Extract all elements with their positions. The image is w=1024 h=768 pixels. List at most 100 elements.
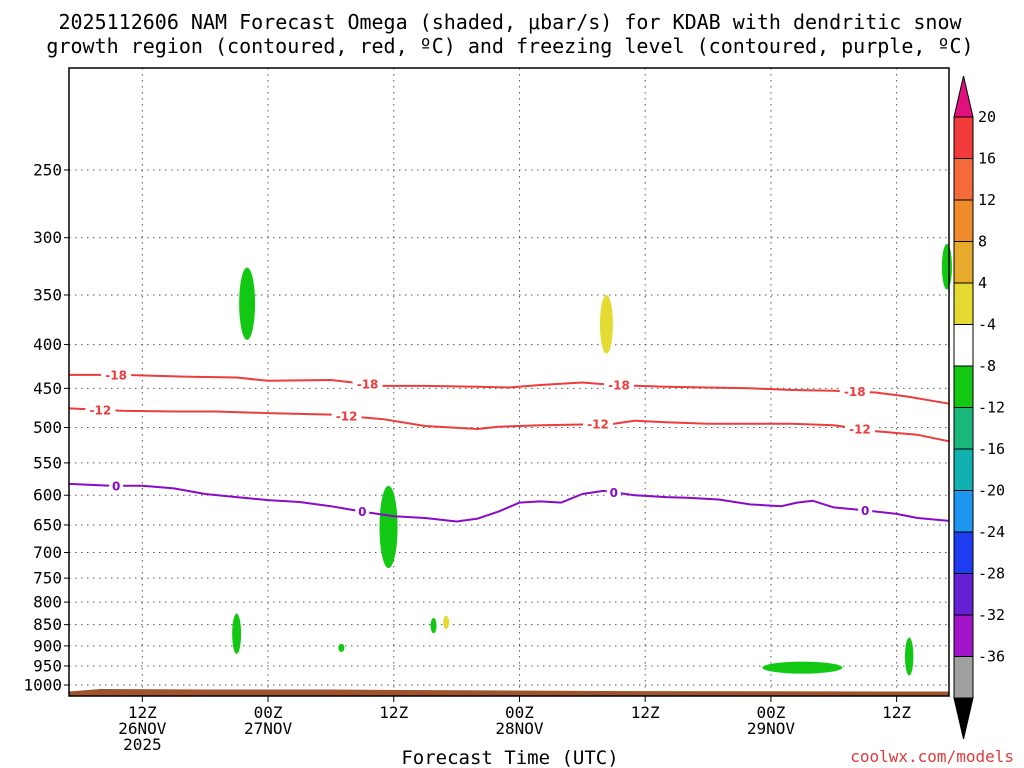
contour-label: -12: [336, 410, 358, 424]
contour-label-background: [604, 378, 634, 393]
colorbar-swatch: [953, 490, 974, 533]
omega-shaded-region: [232, 613, 242, 655]
colorbar-label: -28: [978, 565, 1005, 583]
y-tick-label: 700: [33, 543, 62, 562]
y-tick-label: 550: [33, 453, 62, 472]
x-tick-label: 29NOV: [747, 719, 796, 738]
colorbar-swatch: [953, 116, 974, 159]
colorbar-bottom-arrow: [953, 697, 974, 740]
omega-shaded-region: [239, 267, 256, 340]
contour-label-background: [352, 377, 383, 392]
y-axis: 250 300 350 400 450 500 550 600 650 700 750 800 850 9…: [23, 160, 69, 695]
colorbar-label: -24: [978, 523, 1005, 541]
colorbar-swatch: [953, 614, 974, 657]
contour-label: -12: [90, 403, 112, 417]
contour-label: 0: [861, 504, 869, 518]
y-tick-label: 650: [33, 515, 62, 534]
contour-label: 0: [358, 505, 366, 519]
contour-label-background: [331, 409, 362, 424]
contour-label: -18: [105, 368, 127, 382]
contour-label-background: [858, 503, 873, 518]
x-axis-label: Forecast Time (UTC): [401, 747, 618, 768]
omega-shaded-region: [762, 661, 843, 674]
contour-label-background: [844, 421, 875, 436]
omega-shaded-region: [941, 243, 952, 290]
x-tick-label: 12Z: [882, 703, 911, 722]
colorbar-label: 8: [978, 233, 987, 251]
colorbar-swatch: [953, 241, 974, 284]
contour-label-background: [85, 402, 116, 417]
colorbar-label: -8: [978, 357, 996, 375]
colorbar-label: -4: [978, 316, 996, 334]
x-tick-label: 00Z: [254, 703, 283, 722]
contour-line: [68, 482, 950, 523]
contour-label-layer: -18 -18 -18 -18 -12 -12 -12 -12 0 0 0 0: [85, 367, 875, 519]
colorbar-label: -20: [978, 482, 1005, 500]
contour-label: -18: [608, 379, 630, 393]
contour-label-background: [355, 504, 370, 519]
omega-shaded-region: [430, 618, 437, 634]
terrain-layer: [69, 689, 949, 696]
colorbar-swatch: [953, 448, 974, 491]
colorbar-label: 12: [978, 191, 996, 209]
y-tick-label: 750: [33, 569, 62, 588]
x-tick-label: 00Z: [756, 703, 785, 722]
omega-shaded-region: [443, 615, 450, 629]
x-tick-label: 00Z: [505, 703, 534, 722]
contour-label-background: [583, 417, 614, 432]
omega-shaded-region: [599, 294, 613, 354]
colorbar-label: 20: [978, 108, 996, 126]
colorbar-swatch: [953, 573, 974, 616]
y-tick-label: 250: [33, 160, 62, 179]
y-tick-label: 350: [33, 285, 62, 304]
y-tick-label: 300: [33, 228, 62, 247]
x-tick-label: 27NOV: [244, 719, 293, 738]
y-tick-label: 1000: [23, 676, 62, 695]
y-tick-label: 500: [33, 418, 62, 437]
y-tick-label: 400: [33, 335, 62, 354]
omega-shaded-region: [338, 643, 345, 653]
plot-area: [69, 68, 949, 696]
omega-shaded-region: [905, 637, 914, 676]
chart-title-line2: growth region (contoured, red, ºC) and f…: [46, 34, 973, 58]
colorbar-swatch: [953, 199, 974, 242]
plot-frame: [68, 67, 950, 697]
x-tick-label: 28NOV: [495, 719, 544, 738]
y-tick-label: 850: [33, 615, 62, 634]
colorbar-swatch: [953, 324, 974, 367]
y-tick-label: 950: [33, 656, 62, 675]
contour-label: -18: [844, 385, 866, 399]
colorbar-label: -12: [978, 399, 1005, 417]
contour-line: [68, 407, 950, 443]
x-tick-label: 2025: [123, 735, 162, 754]
colorbar-swatch: [953, 407, 974, 450]
contour-label-background: [109, 478, 124, 493]
colorbar-label: -16: [978, 440, 1005, 458]
chart-title-line1: 2025112606 NAM Forecast Omega (shaded, μ…: [58, 10, 962, 34]
colorbar-label: -32: [978, 606, 1005, 624]
colorbar-swatch: [953, 282, 974, 325]
colorbar-swatch: [953, 656, 974, 699]
contour-label-background: [606, 485, 621, 500]
y-tick-label: 900: [33, 636, 62, 655]
grid: [69, 68, 949, 696]
contour-label-background: [839, 384, 870, 399]
contour-label: 0: [112, 479, 120, 493]
x-tick-label: 12Z: [379, 703, 408, 722]
contour-label: -12: [849, 422, 871, 436]
colorbar-swatch: [953, 531, 974, 574]
credit-text: coolwx.com/models: [850, 747, 1014, 766]
colorbar-swatch: [953, 365, 974, 408]
contour-line: [69, 373, 950, 405]
colorbar-label: 4: [978, 274, 987, 292]
colorbar-label: 16: [978, 150, 996, 168]
contour-label: -18: [357, 378, 379, 392]
contour-label-background: [101, 367, 132, 382]
colorbar-label: -36: [978, 648, 1005, 666]
contour-label: 0: [610, 486, 618, 500]
terrain-band: [69, 689, 949, 696]
x-tick-label: 12Z: [631, 703, 660, 722]
omega-shaded-region: [379, 485, 398, 569]
